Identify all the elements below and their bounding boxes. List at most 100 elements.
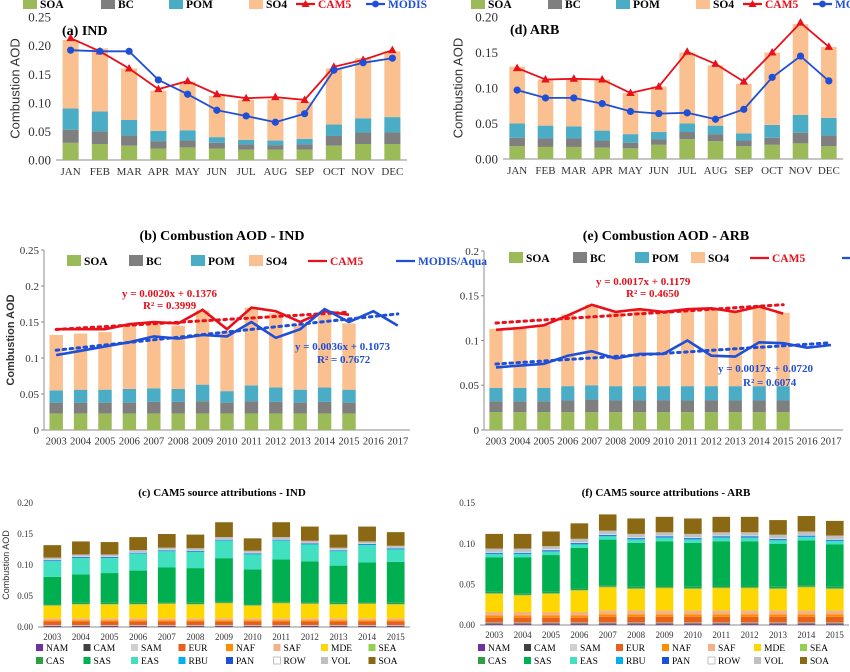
bar-so4 <box>171 325 185 389</box>
bar-cam <box>329 625 348 627</box>
bar-saf <box>684 610 702 615</box>
bar-soa <box>208 148 225 160</box>
x-tick-label: APR <box>591 165 613 177</box>
bar-cam <box>513 623 532 625</box>
bar-eas <box>797 537 816 541</box>
bar-soa <box>489 412 503 430</box>
bar-naf <box>72 620 90 622</box>
bar-pom <box>150 130 167 142</box>
bar-saf <box>243 618 262 621</box>
bar-bc <box>632 400 647 413</box>
bar-pom <box>267 140 284 146</box>
bar-soa <box>171 413 185 430</box>
bar-pan <box>72 556 90 558</box>
bar-rbu <box>797 536 816 538</box>
bar-pom <box>489 387 503 402</box>
legend-label: SAM <box>580 644 601 654</box>
bar-naf <box>826 614 844 617</box>
bar-nam <box>655 624 674 625</box>
y-axis-label: Combustion AOD <box>8 38 23 138</box>
bar-eas <box>358 545 376 563</box>
bar-cam <box>186 625 205 627</box>
legend-swatch <box>573 252 587 263</box>
bar-pom <box>513 387 527 402</box>
bar-soa <box>157 534 176 548</box>
bar-nam <box>329 626 348 627</box>
bar-soa <box>73 413 88 430</box>
bar-sas <box>513 557 532 594</box>
bar-saf <box>129 618 148 621</box>
bar-pom <box>585 385 599 400</box>
x-tick-label: 2009 <box>192 437 213 448</box>
marker-cam5 <box>767 48 777 56</box>
bar-bc <box>73 402 88 414</box>
bar-cas <box>542 591 560 594</box>
bar-bc <box>752 400 766 413</box>
bar-mde <box>215 603 233 619</box>
bar-bc <box>489 401 503 413</box>
bar-so4 <box>208 95 225 138</box>
legend-label: MODIS/Aqua <box>418 256 487 268</box>
bar-cam <box>272 625 291 627</box>
bar-soa <box>679 139 695 159</box>
bar-eur <box>740 616 759 623</box>
legend-label: NAF <box>236 644 255 654</box>
legend-label: SOA <box>84 256 108 268</box>
bar-row <box>542 549 560 551</box>
marker-cam5 <box>388 45 397 54</box>
x-tick-label: 2014 <box>358 632 377 642</box>
panel-d: 0.00 0.05 0.10 0.15 0.20 JAN FEB MAR APR MAY JUN JU… <box>451 0 850 177</box>
bar-saf <box>186 618 205 621</box>
bar-bc <box>792 132 809 144</box>
x-tick-label: 2005 <box>542 630 561 640</box>
bar-sam <box>627 622 645 624</box>
legend-swatch <box>570 657 577 664</box>
legend-label: CAS <box>488 657 506 667</box>
bar-bc <box>728 400 742 413</box>
x-tick-label: 2008 <box>627 630 646 640</box>
x-tick-label: SEP <box>295 166 314 178</box>
legend-swatch <box>368 657 376 664</box>
bar-eas <box>43 561 62 577</box>
bar-vol <box>570 538 589 543</box>
legend-swatch <box>67 255 81 266</box>
x-tick-label: NOV <box>351 166 375 178</box>
bar-saf <box>513 611 532 616</box>
bar-bc <box>609 400 623 413</box>
legend-label: SOA <box>379 657 398 667</box>
bar-naf <box>186 620 205 622</box>
bar-so4 <box>707 65 724 126</box>
legend-swatch <box>23 0 37 9</box>
bar-saf <box>72 618 90 621</box>
bar-cas <box>329 602 348 605</box>
bar-so4 <box>195 310 210 385</box>
bar-rbu <box>570 543 589 545</box>
marker-modis <box>184 90 192 98</box>
x-tick-label: 2004 <box>70 437 92 448</box>
bar-pom <box>537 125 554 139</box>
bar-so4 <box>355 58 372 119</box>
bar-bc <box>296 144 313 150</box>
bar-eas <box>243 554 262 570</box>
bar-so4 <box>220 331 234 392</box>
bar-mde <box>100 604 119 619</box>
y-tick-label: 0.05 <box>20 389 40 401</box>
bar-sam <box>684 622 702 624</box>
bar-soa <box>684 518 702 534</box>
panel-label: (a) IND <box>62 24 108 39</box>
legend-label: SO4 <box>708 253 729 265</box>
marker-cam5 <box>711 59 720 67</box>
x-tick-label: 2011 <box>272 632 290 642</box>
bar-eur <box>769 616 787 623</box>
x-tick-label: 2017 <box>387 437 408 448</box>
bar-nam <box>712 624 731 625</box>
bar-mde <box>655 588 674 611</box>
bar-vol <box>300 540 319 543</box>
bar-so4 <box>656 310 671 387</box>
bar-pom <box>561 386 575 401</box>
bar-sam <box>797 622 816 624</box>
legend-label: SOA <box>526 253 550 265</box>
bar-naf <box>215 620 233 622</box>
bar-soa <box>186 534 205 549</box>
